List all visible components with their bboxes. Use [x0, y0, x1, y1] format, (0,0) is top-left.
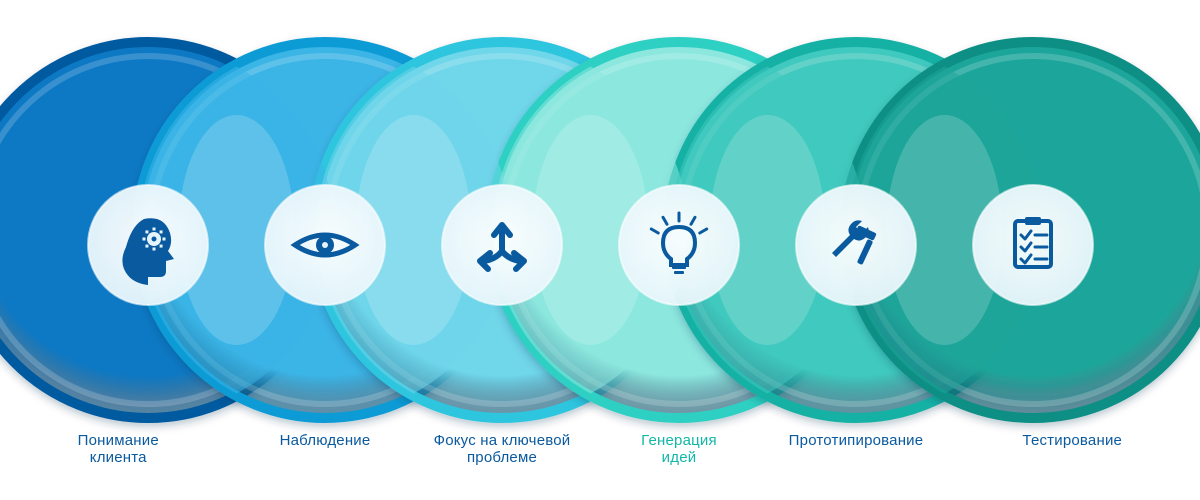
step-label-observe: Наблюдение [237, 432, 414, 467]
step-label-understand: Понимание клиента [0, 432, 237, 467]
step-label-test: Тестирование [945, 432, 1200, 467]
process-infographic: Понимание клиентаНаблюдениеФокус на ключ… [0, 0, 1200, 500]
step-disc-prototype [796, 185, 916, 305]
step-label-ideate: Генерация идей [591, 432, 768, 467]
step-labels-row: Понимание клиентаНаблюдениеФокус на ключ… [0, 432, 1200, 467]
step-label-focus: Фокус на ключевой проблеме [414, 432, 591, 467]
process-diagram-svg [0, 0, 1200, 500]
step-disc-ideate [619, 185, 739, 305]
step-disc-test [973, 185, 1093, 305]
step-label-prototype: Прототипирование [768, 432, 945, 467]
